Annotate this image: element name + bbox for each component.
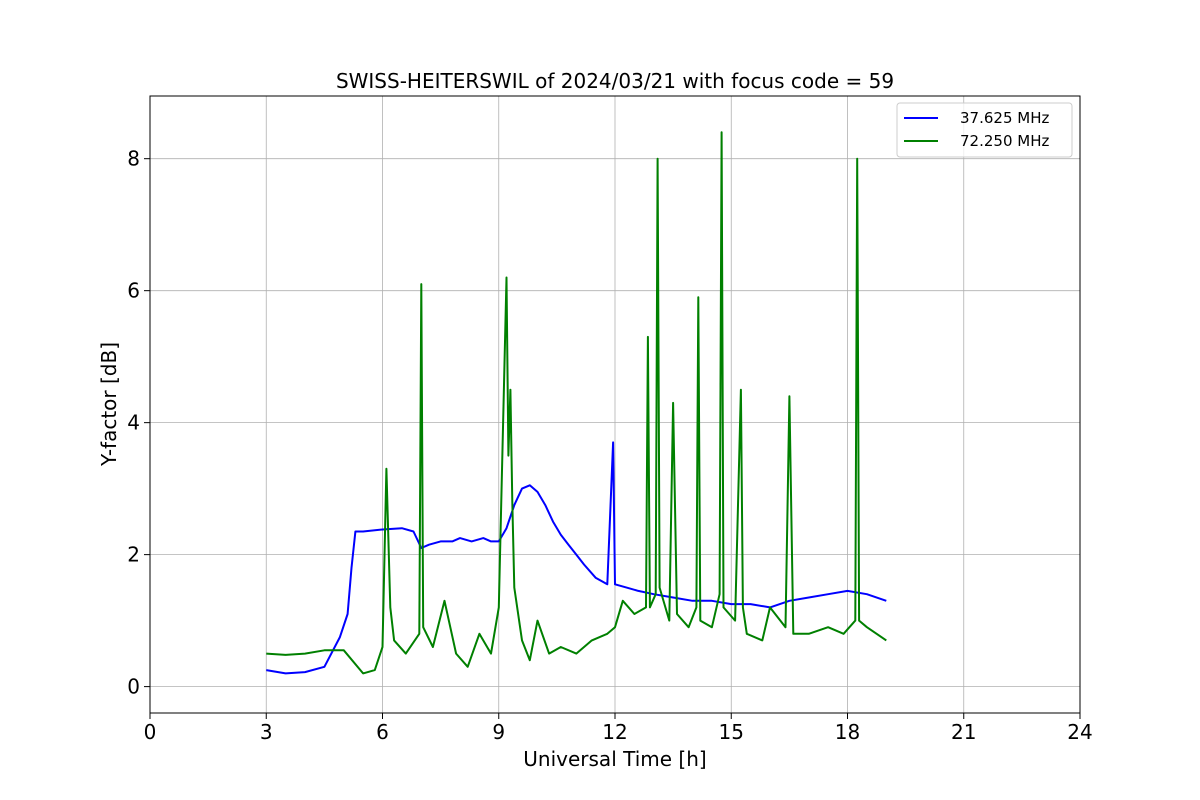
x-axis-label: Universal Time [h] — [523, 747, 706, 771]
y-tick-label: 0 — [127, 675, 140, 699]
series-line-2 — [266, 131, 887, 675]
x-tick-label: 6 — [376, 720, 389, 744]
series-line-1 — [266, 441, 887, 675]
y-tick-label: 8 — [127, 147, 140, 171]
y-tick-label: 2 — [127, 543, 140, 567]
chart-title: SWISS-HEITERSWIL of 2024/03/21 with focu… — [336, 69, 894, 93]
x-tick-label: 9 — [492, 720, 505, 744]
legend-label-series-1: 37.625 MHz — [960, 109, 1049, 127]
x-tick-label: 24 — [1067, 720, 1092, 744]
legend-label-series-2: 72.250 MHz — [960, 132, 1049, 150]
x-tick-label: 3 — [260, 720, 273, 744]
legend: 37.625 MHz 72.250 MHz — [896, 102, 1073, 158]
y-tick-label: 6 — [127, 279, 140, 303]
x-tick-label: 12 — [602, 720, 627, 744]
plot-series — [266, 131, 887, 675]
x-tick-label: 0 — [144, 720, 157, 744]
legend-box — [896, 102, 1073, 158]
x-tick-label: 21 — [951, 720, 976, 744]
y-tick-label: 4 — [127, 411, 140, 435]
y-axis-label: Y-factor [dB] — [97, 342, 121, 467]
x-tick-label: 18 — [835, 720, 860, 744]
x-tick-label: 15 — [719, 720, 744, 744]
